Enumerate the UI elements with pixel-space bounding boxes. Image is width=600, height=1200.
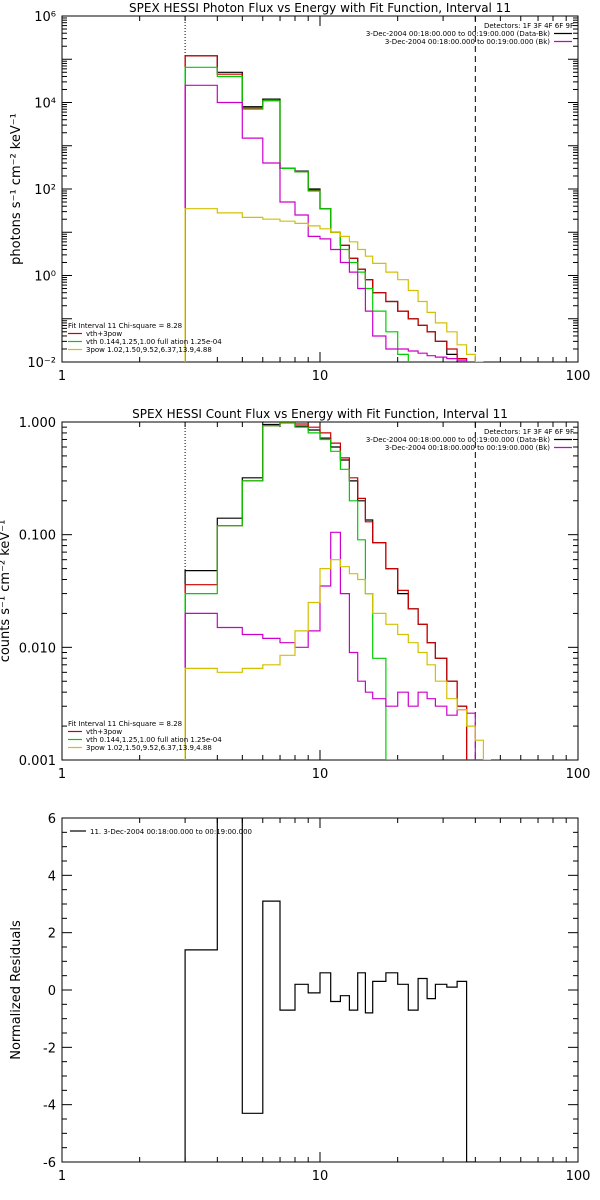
y-axis-label: Normalized Residuals	[9, 920, 24, 1060]
y-axis: 10⁻² 10⁰ 10² 10⁴ 10⁶	[27, 10, 578, 371]
legend-top: Detectors: 1F 3F 4F 6F 9F3-Dec-2004 00:1…	[366, 428, 574, 452]
series-vth-3pow	[184, 422, 468, 760]
series-bk	[184, 84, 468, 362]
series-3pow	[184, 559, 491, 760]
x-tick-label: 100	[566, 767, 591, 782]
chart-panel-2: SPEX HESSI Count Flux vs Energy with Fit…	[0, 407, 590, 782]
data-series-group	[184, 422, 491, 760]
legend-entry-label: 11. 3-Dec-2004 00:18:00.000 to 00:19:00.…	[90, 828, 252, 836]
y-tick-label: -6	[43, 1156, 56, 1171]
data-series-group	[184, 818, 476, 1162]
y-tick-label: 10²	[34, 183, 56, 198]
data-series-group	[184, 55, 484, 362]
y-axis-label: photons s⁻¹ cm⁻² keV⁻¹	[9, 113, 24, 265]
legend-entry-label: 3-Dec-2004 00:18:00.000 to 00:19:00.000 …	[366, 436, 550, 444]
legend-entry-label: 3-Dec-2004 00:18:00.000 to 00:19:00.000 …	[366, 30, 550, 38]
y-axis: -6 -4 -2 0 2 4 6	[43, 812, 578, 1171]
x-tick-label: 100	[566, 1169, 591, 1184]
y-tick-label: 10⁰	[34, 270, 56, 285]
legend-entry-label: vth 0.144,1.25,1.00 full ation 1.25e-04	[86, 338, 222, 346]
x-axis: 1 10 100	[58, 422, 591, 782]
x-tick-label: 10	[312, 1169, 329, 1184]
legend-header: Detectors: 1F 3F 4F 6F 9F	[484, 22, 574, 30]
y-axis-label: counts s⁻¹ cm⁻² keV⁻¹	[0, 520, 13, 663]
series-vth	[184, 66, 409, 362]
x-axis: 1 10 100	[58, 16, 591, 384]
chart-panel-3: 1 10 100 -6 -4 -2 0 2 4 6 Normalized Residuals 11. …	[9, 812, 590, 1184]
chart-title: SPEX HESSI Photon Flux vs Energy with Fi…	[129, 1, 511, 15]
x-tick-label: 1	[58, 1169, 66, 1184]
legend-entry-label: vth+3pow	[86, 330, 122, 338]
y-tick-label: -2	[43, 1041, 56, 1056]
y-tick-label: 0.100	[19, 529, 56, 544]
legend-entry-label: 3pow 1.02,1.50,9.52,6.37,13.9,4.88	[86, 744, 212, 752]
legend-header: Detectors: 1F 3F 4F 6F 9F	[484, 428, 574, 436]
y-tick-label: 10⁴	[34, 97, 56, 112]
legend-entry-label: 3-Dec-2004 00:18:00.000 to 00:19:00.000 …	[385, 444, 550, 452]
series-data-bk	[184, 422, 468, 760]
y-tick-label: 4	[48, 869, 56, 884]
series-3pow	[184, 208, 484, 362]
legend-header: Fit Interval 11 Chi-square = 8.28	[68, 322, 182, 330]
legend-entry-label: 3pow 1.02,1.50,9.52,6.37,13.9,4.88	[86, 346, 212, 354]
legend-entry-label: vth 0.144,1.25,1.00 full ation 1.25e-04	[86, 736, 222, 744]
y-tick-label: -4	[43, 1099, 56, 1114]
legend-entry-label: vth+3pow	[86, 728, 122, 736]
chart-title: SPEX HESSI Count Flux vs Energy with Fit…	[132, 407, 508, 421]
legend-bottom: Fit Interval 11 Chi-square = 8.28vth+3po…	[68, 322, 222, 354]
x-tick-label: 10	[312, 767, 329, 782]
x-tick-label: 1	[58, 369, 66, 384]
y-tick-label: 0	[48, 984, 56, 999]
series-bk	[184, 531, 476, 760]
legend-entry-label: 3-Dec-2004 00:18:00.000 to 00:19:00.000 …	[385, 38, 550, 46]
legend-bottom: Fit Interval 11 Chi-square = 8.28vth+3po…	[68, 720, 222, 752]
y-tick-label: 6	[48, 812, 56, 827]
y-tick-label: 10⁻²	[27, 356, 56, 371]
y-tick-label: 10⁶	[34, 10, 56, 25]
legend-top: 11. 3-Dec-2004 00:18:00.000 to 00:19:00.…	[70, 828, 252, 836]
y-axis: 0.001 0.010 0.100 1.000	[19, 416, 578, 769]
legend-header: Fit Interval 11 Chi-square = 8.28	[68, 720, 182, 728]
x-tick-label: 10	[312, 369, 329, 384]
chart-panel-1: SPEX HESSI Photon Flux vs Energy with Fi…	[9, 1, 590, 384]
x-tick-label: 100	[566, 369, 591, 384]
y-tick-label: 0.001	[19, 754, 56, 769]
x-axis: 1 10 100	[58, 818, 591, 1184]
legend-top: Detectors: 1F 3F 4F 6F 9F3-Dec-2004 00:1…	[366, 22, 574, 46]
y-tick-label: 1.000	[19, 416, 56, 431]
x-tick-label: 1	[58, 767, 66, 782]
series-residuals	[184, 818, 476, 1162]
y-tick-label: 2	[48, 927, 56, 942]
y-tick-label: 0.010	[19, 641, 56, 656]
